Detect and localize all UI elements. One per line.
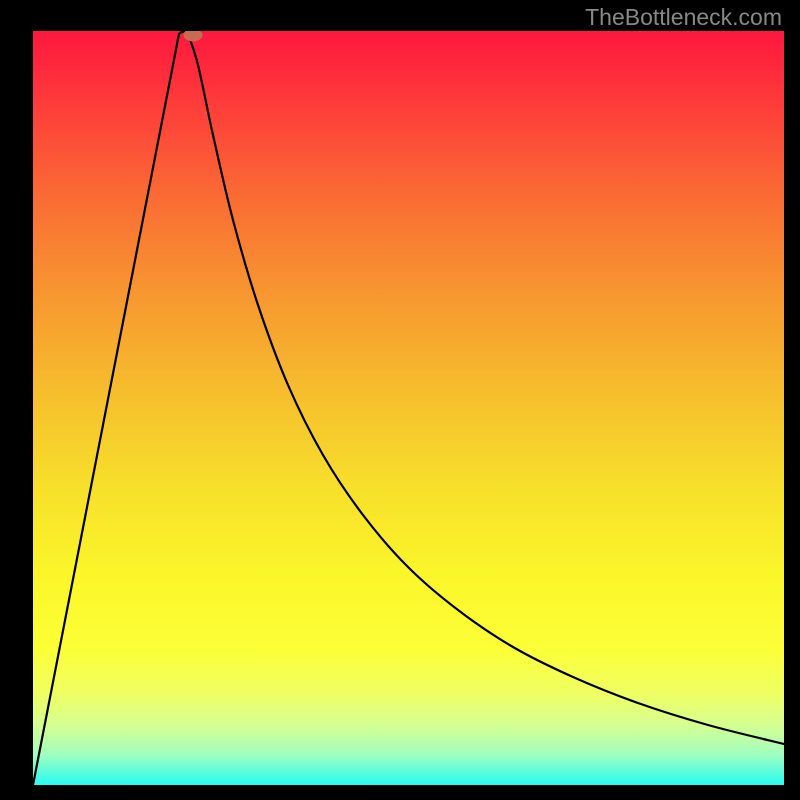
watermark-text: TheBottleneck.com [585, 4, 782, 31]
chart-container: TheBottleneck.com [0, 0, 800, 800]
bottleneck-chart [0, 0, 800, 800]
chart-background [33, 31, 784, 785]
